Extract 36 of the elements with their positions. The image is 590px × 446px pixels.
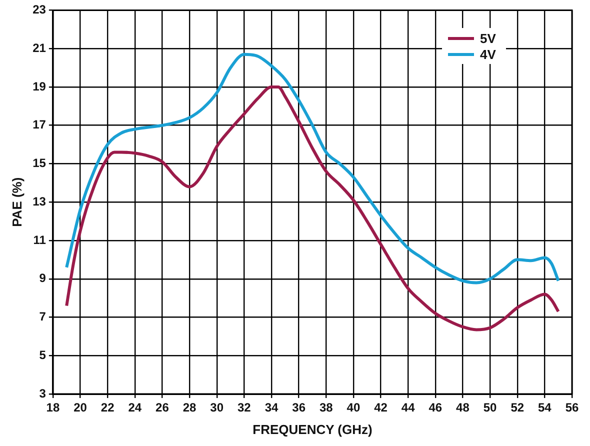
x-tick-label: 26 [156,400,170,415]
x-tick-label: 56 [565,400,579,415]
y-tick-label: 5 [39,348,46,362]
x-tick-label: 52 [510,400,524,415]
legend-label: 4V [480,46,496,62]
x-tick-label: 28 [182,400,197,415]
x-tick-label: 34 [264,400,278,415]
y-tick-label: 11 [33,232,46,247]
y-tick-label: 13 [32,194,46,208]
y-tick-label: 23 [32,2,46,17]
x-tick-label: 36 [292,400,306,415]
line-series [65,85,560,332]
y-axis-title: PAE (%) [9,177,24,227]
x-tick-label: 44 [401,400,416,415]
x-tick-label: 46 [428,400,442,415]
x-tick-label: 32 [238,400,252,415]
y-tick-label: 15 [32,156,46,170]
y-tick-label: 17 [32,118,46,132]
y-tick-label: 9 [39,271,46,286]
x-tick-label: 40 [346,400,360,415]
y-tick-label: 7 [39,310,46,324]
y-tick-label: 19 [32,79,46,94]
x-axis-title: FREQUENCY (GHz) [252,422,372,437]
x-tick-label: 22 [100,400,115,415]
x-tick-label: 54 [538,400,552,415]
x-tick-label: 48 [456,400,470,415]
legend-label: 5V [480,30,496,46]
x-tick-label: 30 [210,400,224,415]
x-tick-label: 20 [74,400,88,415]
x-tick-label: 18 [46,400,60,415]
y-tick-label: 3 [39,386,46,400]
x-tick-label: 50 [483,400,498,415]
x-tick-label: 24 [128,400,142,415]
x-tick-label: 42 [374,400,388,415]
y-tick-label: 21 [32,40,46,55]
x-tick-label: 38 [319,400,334,415]
